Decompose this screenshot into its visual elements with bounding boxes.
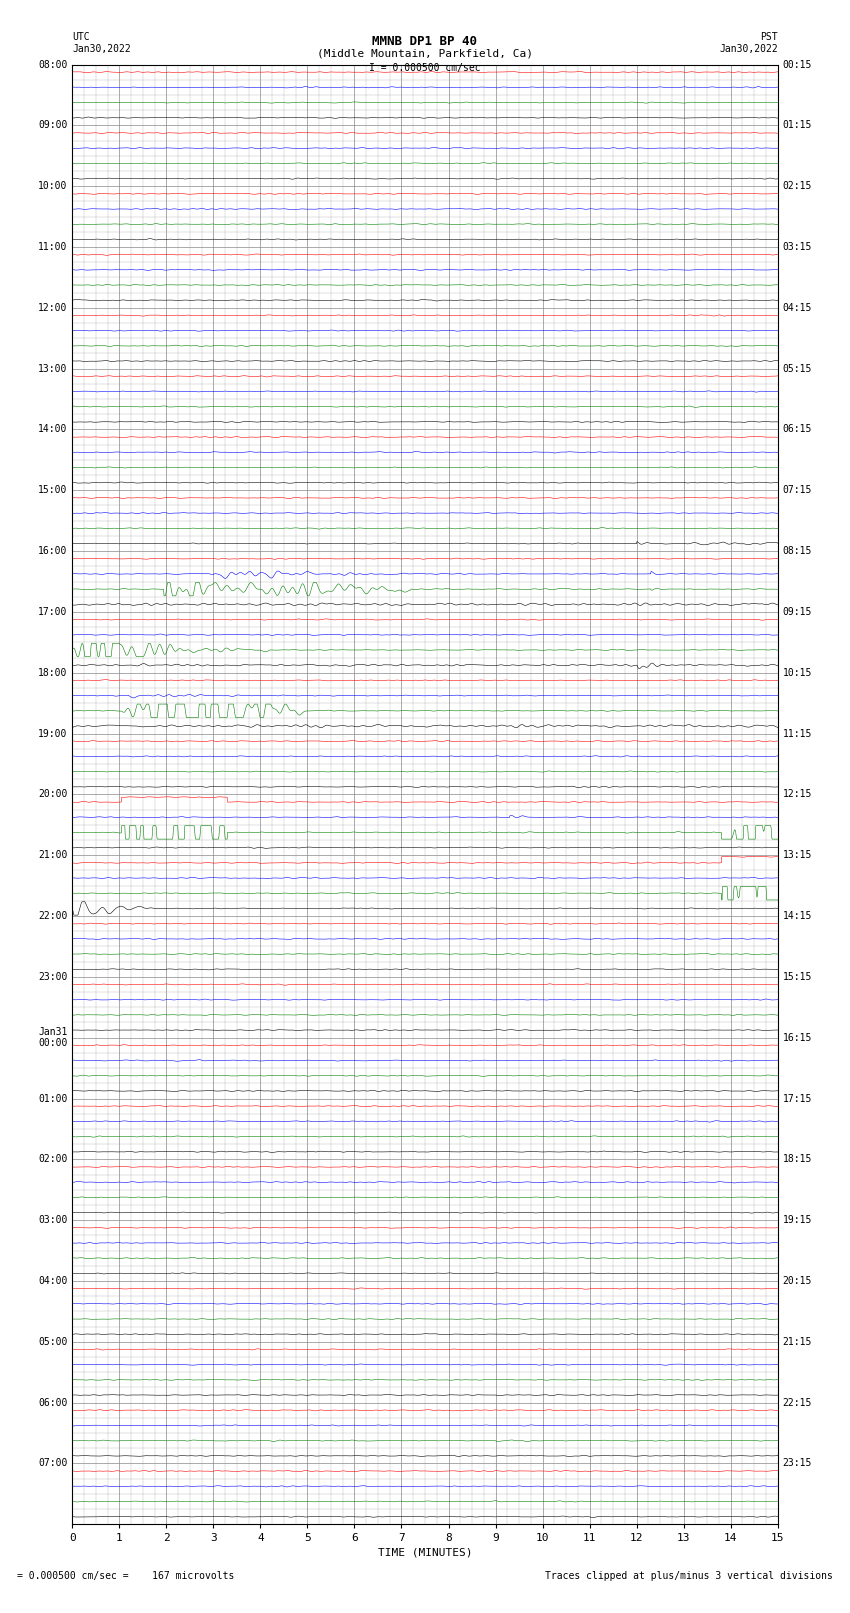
Text: Traces clipped at plus/minus 3 vertical divisions: Traces clipped at plus/minus 3 vertical … xyxy=(545,1571,833,1581)
Text: MMNB DP1 BP 40: MMNB DP1 BP 40 xyxy=(372,35,478,48)
Text: I = 0.000500 cm/sec: I = 0.000500 cm/sec xyxy=(369,63,481,73)
X-axis label: TIME (MINUTES): TIME (MINUTES) xyxy=(377,1547,473,1558)
Text: Jan30,2022: Jan30,2022 xyxy=(72,44,131,53)
Text: = 0.000500 cm/sec =    167 microvolts: = 0.000500 cm/sec = 167 microvolts xyxy=(17,1571,235,1581)
Text: (Middle Mountain, Parkfield, Ca): (Middle Mountain, Parkfield, Ca) xyxy=(317,48,533,58)
Text: PST: PST xyxy=(760,32,778,42)
Text: Jan30,2022: Jan30,2022 xyxy=(719,44,778,53)
Text: UTC: UTC xyxy=(72,32,90,42)
